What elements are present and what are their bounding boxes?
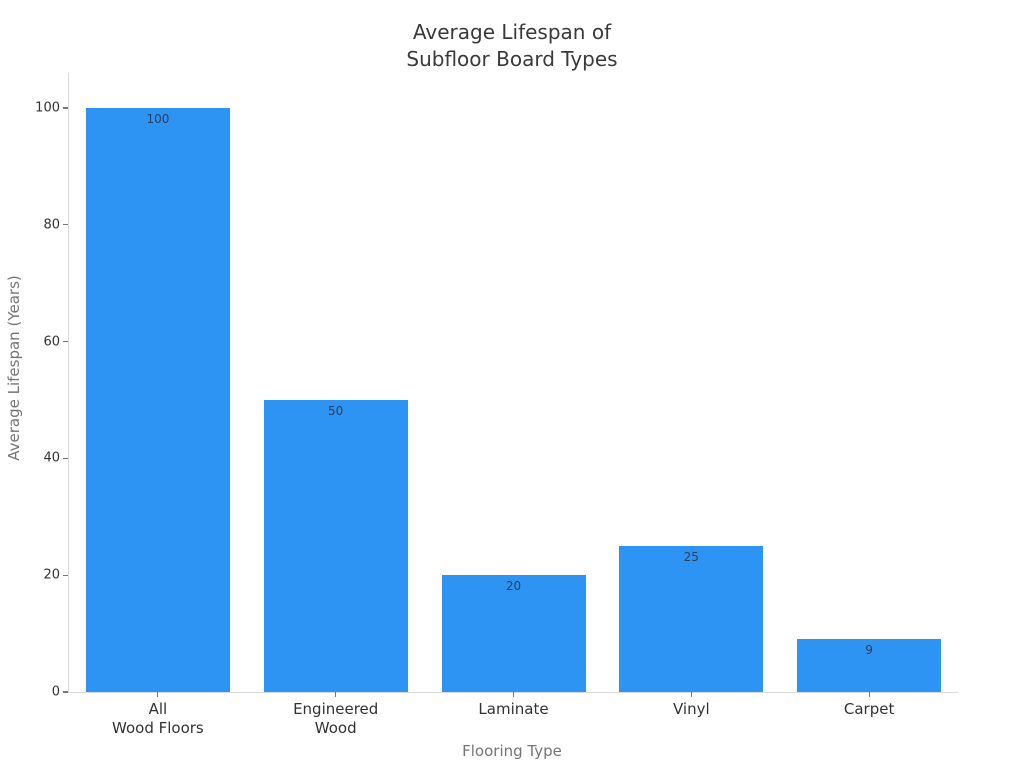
- bar-carpet: 9: [797, 639, 942, 692]
- y-tick-label: 100: [35, 100, 60, 116]
- bar-value-label: 100: [146, 112, 170, 127]
- bar-value-label: 9: [865, 643, 873, 658]
- x-tick-label-laminate: Laminate: [478, 700, 549, 718]
- bar-laminate: 20: [441, 575, 586, 692]
- x-tick-mark: [690, 692, 692, 697]
- y-tick-mark: [63, 224, 68, 226]
- y-tick-mark: [63, 574, 68, 576]
- x-tick-mark: [157, 692, 159, 697]
- x-tick-mark: [512, 692, 515, 697]
- y-tick-mark: [63, 457, 68, 460]
- bar-value-label: 20: [505, 579, 522, 594]
- y-tick-label: 40: [43, 450, 60, 466]
- chart-title: Average Lifespan of Subfloor Board Types: [406, 20, 618, 71]
- bar-value-label: 25: [683, 550, 699, 565]
- x-tick-label-carpet: Carpet: [843, 700, 895, 718]
- x-tick-label-engineered-wood: Engineered Wood: [293, 700, 379, 737]
- bar-vinyl: 25: [619, 546, 764, 692]
- x-tick-label-vinyl: Vinyl: [672, 700, 710, 718]
- x-tick-mark: [868, 692, 870, 697]
- bar-all-wood-floors: 100: [85, 108, 230, 692]
- x-axis-title: Flooring Type: [462, 742, 562, 760]
- y-tick-label: 60: [43, 334, 60, 350]
- bar-engineered-wood: 50: [263, 400, 408, 692]
- y-axis-title: Average Lifespan (Years): [5, 275, 23, 461]
- x-tick-label-all-wood-floors: All Wood Floors: [112, 700, 204, 737]
- y-tick-mark: [63, 107, 68, 109]
- plot-area: 0 20 40 60 80 100 100 All Wood Floors 50 Engineer…: [35, 73, 958, 737]
- bar-value-label: 50: [328, 404, 344, 419]
- y-tick-label: 20: [43, 567, 60, 583]
- y-tick-mark: [63, 691, 68, 693]
- x-tick-mark: [335, 692, 337, 697]
- y-tick-mark: [63, 341, 68, 343]
- y-tick-label: 80: [43, 217, 60, 233]
- y-tick-label: 0: [51, 684, 60, 700]
